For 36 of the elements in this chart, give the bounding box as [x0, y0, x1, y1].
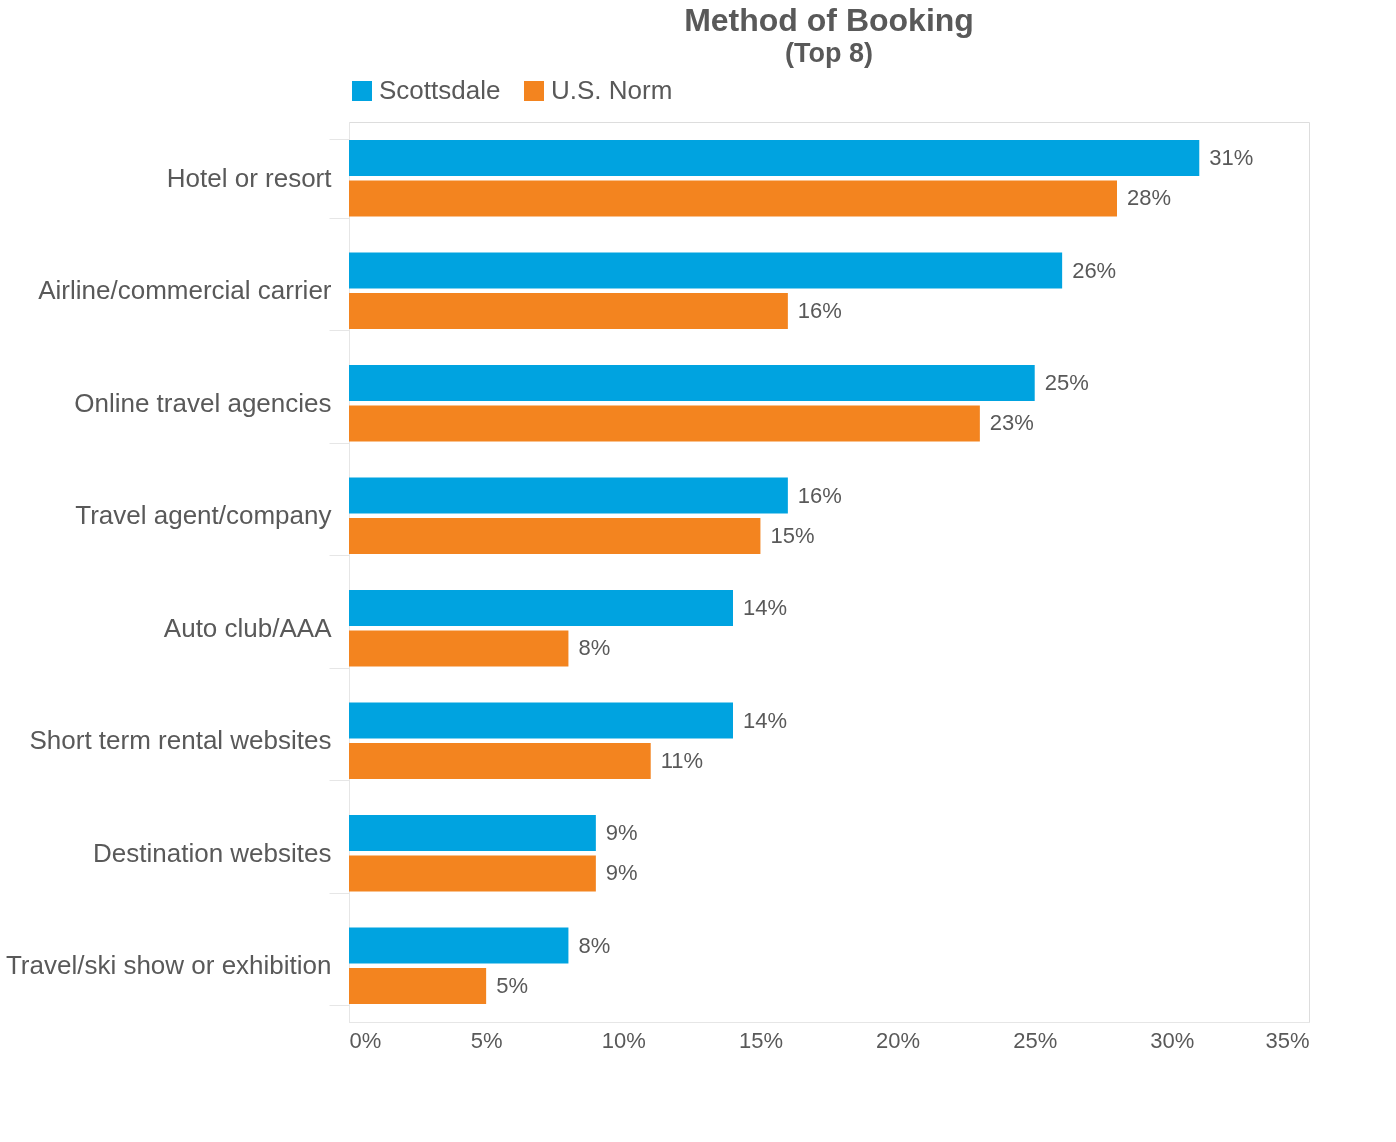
- data-label: 8%: [578, 932, 611, 958]
- legend-label: Scottsdale: [379, 75, 501, 105]
- x-tick-label: 20%: [876, 1027, 921, 1053]
- y-tick-label: Airline/commercial carrier: [38, 275, 332, 306]
- y-tick-label: Short term rental websites: [29, 725, 332, 756]
- data-label: 16%: [797, 482, 842, 508]
- data-label: 26%: [1072, 257, 1117, 283]
- x-tick-label: 35%: [1265, 1027, 1310, 1053]
- y-tick-label: Online travel agencies: [74, 387, 332, 418]
- data-label: 25%: [1044, 370, 1089, 396]
- y-tick-label: Hotel or resort: [166, 162, 333, 193]
- y-tick-label: Destination websites: [93, 837, 332, 868]
- data-label: 9%: [605, 820, 638, 846]
- data-label: 11%: [660, 747, 704, 773]
- x-tick-label: 30%: [1150, 1027, 1195, 1053]
- data-label: 28%: [1127, 185, 1172, 211]
- data-label: 5%: [496, 972, 528, 998]
- y-tick-label: Travel agent/company: [75, 500, 332, 531]
- y-tick-label: Auto club/AAA: [163, 612, 333, 643]
- x-tick-label: 10%: [601, 1027, 646, 1053]
- chart-subtitle: (Top 8): [785, 38, 873, 68]
- legend-label: U.S. Norm: [551, 75, 673, 105]
- data-label: 31%: [1209, 145, 1254, 171]
- y-tick-label: Travel/ski show or exhibition: [5, 950, 332, 981]
- data-label: 14%: [743, 707, 788, 733]
- x-tick-label: 25%: [1013, 1027, 1058, 1053]
- data-label: 8%: [578, 635, 611, 661]
- data-label: 16%: [797, 297, 842, 323]
- data-label: 23%: [989, 410, 1034, 436]
- x-tick-label: 15%: [738, 1027, 783, 1053]
- chart-title: Method of Booking: [684, 2, 974, 38]
- data-label: 14%: [743, 595, 788, 621]
- data-label: 9%: [605, 860, 638, 886]
- x-tick-label: 0%: [349, 1027, 382, 1053]
- x-tick-label: 5%: [470, 1027, 503, 1053]
- data-label: 15%: [770, 522, 815, 548]
